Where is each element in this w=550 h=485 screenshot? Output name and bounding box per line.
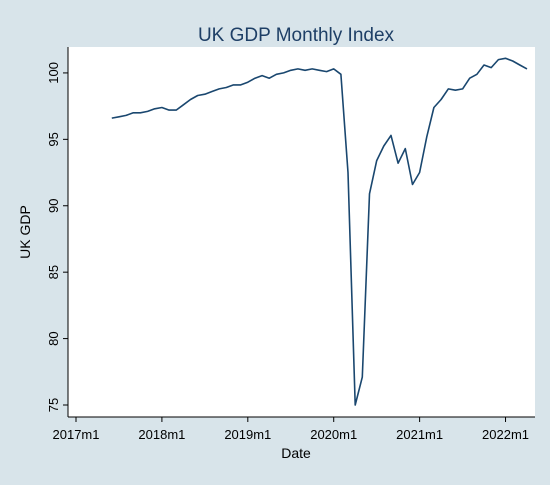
- x-tick-label: 2018m1: [138, 427, 185, 442]
- plot-area: [68, 47, 535, 417]
- y-tick-label: 85: [46, 265, 61, 279]
- chart-title: UK GDP Monthly Index: [198, 25, 395, 46]
- y-tick-label: 95: [46, 132, 61, 146]
- x-tick-label: 2021m1: [396, 427, 443, 442]
- y-tick-label: 90: [46, 199, 61, 213]
- x-tick-label: 2017m1: [53, 427, 100, 442]
- y-tick-label: 80: [46, 331, 61, 345]
- x-ticks: 2017m1 2018m1 2019m1 2020m1 2021m1 2022m1: [53, 417, 529, 442]
- y-tick-label: 100: [46, 62, 61, 84]
- y-tick-label: 75: [46, 398, 61, 412]
- series-line-uk-gdp: [111, 57, 528, 406]
- x-axis-label: Date: [281, 445, 311, 461]
- x-tick-label: 2022m1: [482, 427, 529, 442]
- x-tick-label: 2020m1: [310, 427, 357, 442]
- x-tick-label: 2019m1: [224, 427, 271, 442]
- y-axis-label: UK GDP: [17, 205, 33, 259]
- y-ticks: 75 80 85 90 95 100: [46, 62, 68, 412]
